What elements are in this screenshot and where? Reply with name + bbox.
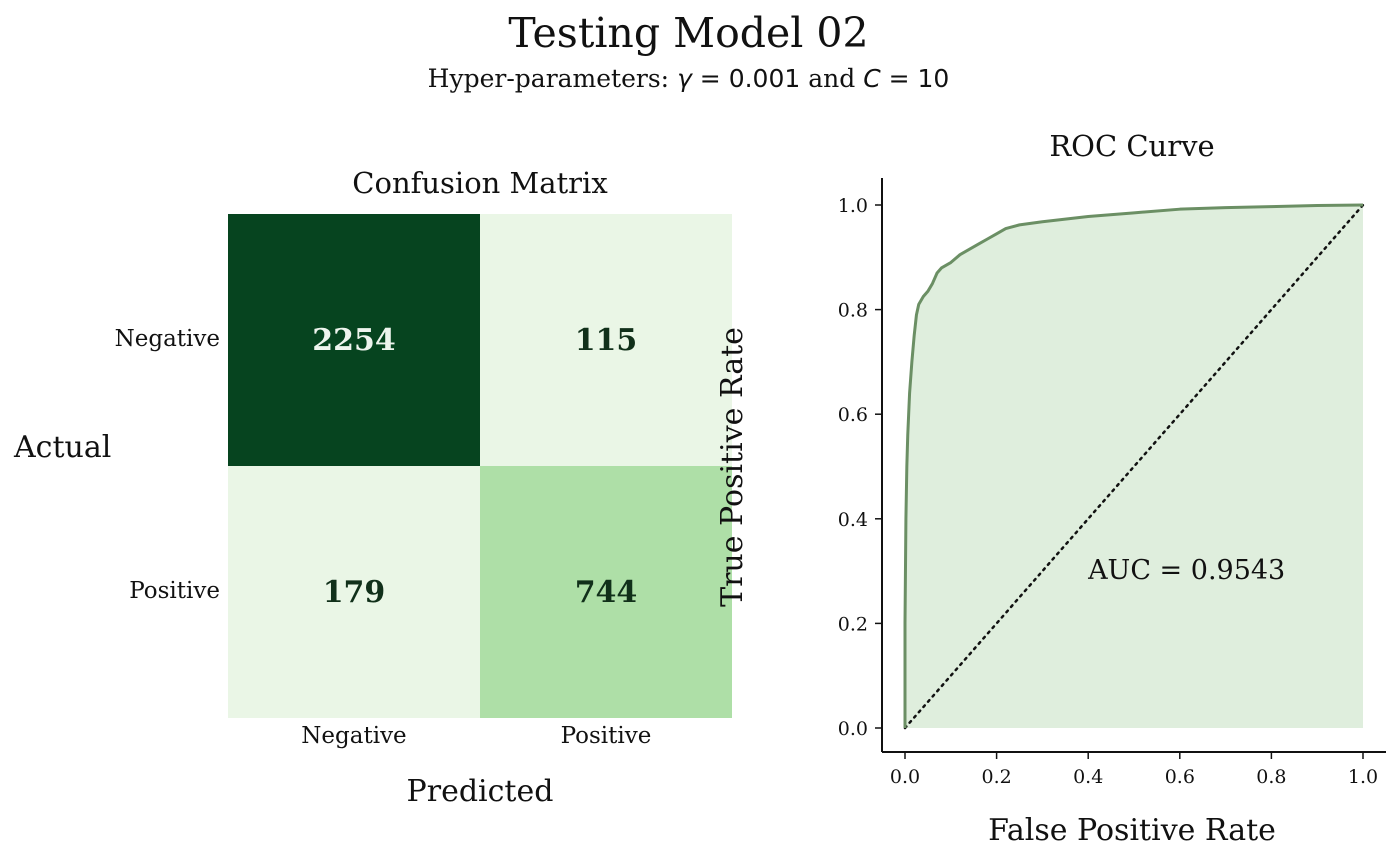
cm-y-axis-label: Actual (14, 430, 112, 465)
roc-y-axis-label: True Positive Rate (715, 327, 750, 607)
roc-x-tick-label: 0.8 (1256, 766, 1286, 788)
roc-x-axis-label: False Positive Rate (988, 813, 1276, 848)
cm-cell-negative-negative: 2254 (228, 214, 480, 466)
roc-y-tick-label: 1.0 (838, 195, 868, 217)
cm-col-label-positive: Positive (560, 723, 652, 749)
figure-subtitle: Hyper-parameters: γ = 0.001 and C = 10 (0, 62, 1377, 96)
figure-title: Testing Model 02 (508, 9, 869, 57)
roc-x-tick-label: 0.2 (981, 766, 1011, 788)
cm-cell-positive-negative: 179 (228, 466, 480, 718)
cm-x-axis-label: Predicted (406, 774, 554, 809)
roc-y-tick-label: 0.8 (838, 300, 868, 322)
confusion-matrix-title: Confusion Matrix (352, 166, 608, 200)
roc-title: ROC Curve (1049, 129, 1215, 163)
gamma-value: = 0.001 (691, 64, 801, 93)
gamma-symbol: γ (677, 64, 692, 93)
roc-auc-annotation: AUC = 0.9543 (1087, 555, 1285, 586)
cm-row-label-positive: Positive (129, 578, 220, 604)
roc-curve-line (903, 203, 1364, 728)
roc-y-tick-label: 0.6 (838, 404, 868, 426)
roc-x-tick-label: 0.0 (890, 766, 920, 788)
c-expression: C = 10 (863, 64, 949, 93)
c-value: = 10 (880, 64, 950, 93)
c-symbol: C (863, 64, 881, 93)
confusion-matrix-grid: 2254 115 179 744 (228, 214, 732, 718)
roc-x-tick-label: 0.4 (1073, 766, 1103, 788)
subtitle-prefix: Hyper-parameters: (427, 64, 678, 93)
roc-y-tick-label: 0.0 (838, 718, 868, 740)
roc-x-tick-label: 1.0 (1348, 766, 1378, 788)
cm-row-label-negative: Negative (114, 326, 220, 352)
gamma-expression: γ = 0.001 (677, 64, 800, 93)
cm-cell-negative-positive: 115 (480, 214, 732, 466)
roc-y-tick-label: 0.4 (838, 509, 868, 531)
roc-y-tick-label: 0.2 (838, 613, 868, 635)
roc-x-tick-label: 0.6 (1165, 766, 1195, 788)
cm-col-label-negative: Negative (301, 723, 407, 749)
subtitle-joiner: and (800, 64, 864, 93)
cm-cell-positive-positive: 744 (480, 466, 732, 718)
